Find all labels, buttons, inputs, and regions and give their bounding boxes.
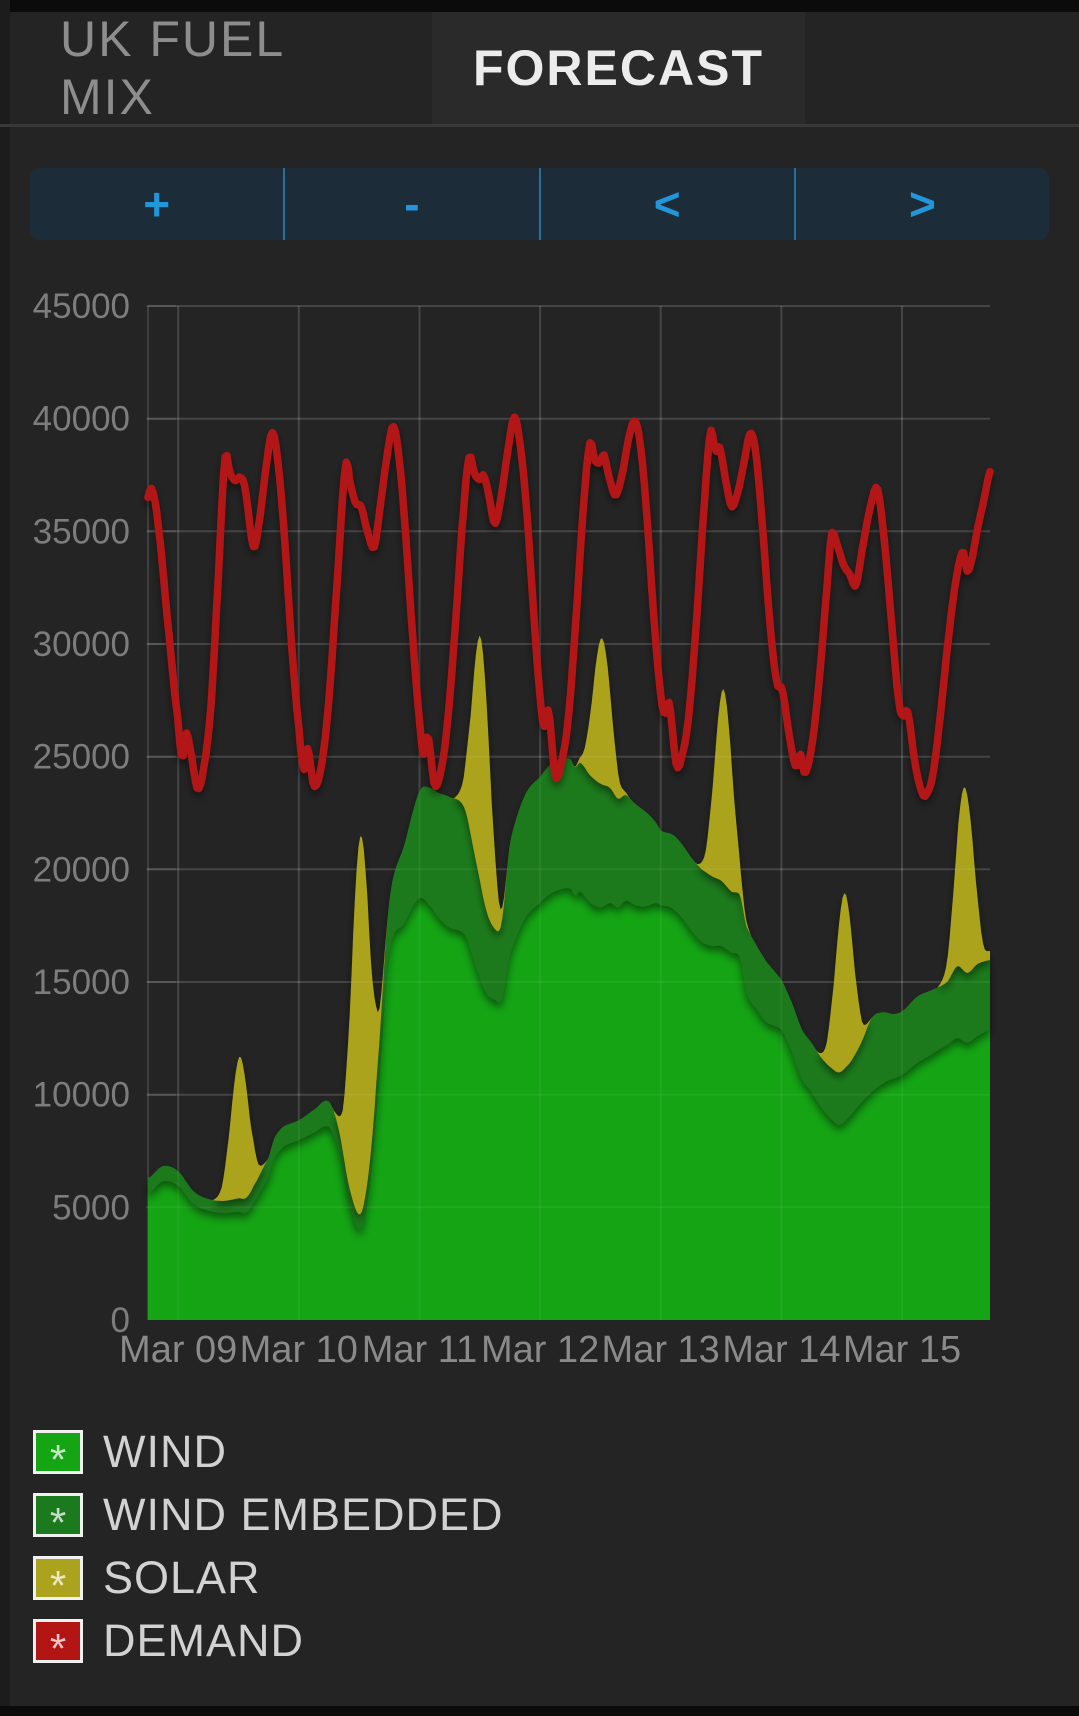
svg-text:45000: 45000 — [33, 287, 130, 326]
svg-text:30000: 30000 — [33, 625, 130, 664]
demand-swatch-icon: * — [33, 1619, 83, 1672]
svg-text:5000: 5000 — [52, 1188, 130, 1227]
tabbar-divider — [0, 124, 1079, 127]
svg-text:0: 0 — [111, 1301, 130, 1340]
pan-left-button[interactable]: < — [538, 168, 794, 240]
pan-right-button[interactable]: > — [793, 168, 1049, 240]
svg-text:10000: 10000 — [33, 1076, 130, 1115]
legend-item-demand[interactable]: * DEMAND — [33, 1615, 504, 1672]
svg-text:35000: 35000 — [33, 512, 130, 551]
legend-item-solar[interactable]: * SOLAR — [33, 1552, 504, 1609]
legend-label: SOLAR — [103, 1552, 261, 1603]
svg-text:Mar 11: Mar 11 — [362, 1329, 477, 1371]
svg-text:Mar 14: Mar 14 — [722, 1329, 840, 1371]
top-edge-strip — [0, 0, 1079, 12]
zoom-in-button[interactable]: + — [143, 178, 171, 230]
asterisk-icon: * — [49, 1562, 67, 1609]
svg-text:20000: 20000 — [33, 850, 130, 889]
svg-text:25000: 25000 — [33, 738, 130, 777]
legend-label: WIND — [103, 1426, 227, 1477]
chart-toolbar: + - < > — [30, 168, 1049, 240]
solar-swatch-icon: * — [33, 1556, 83, 1609]
legend-item-wind-embedded[interactable]: * WIND EMBEDDED — [33, 1489, 504, 1546]
chart-legend: * WIND * WIND EMBEDDED * SOLAR * DEMAND — [33, 1426, 504, 1682]
zoom-out-button[interactable]: - — [283, 168, 538, 240]
asterisk-icon: * — [49, 1625, 67, 1672]
tab-uk-fuel-mix[interactable]: UK FUEL MIX — [60, 11, 284, 125]
tab-bar: UK FUEL MIX FORECAST — [10, 11, 1079, 125]
tab-forecast[interactable]: FORECAST — [432, 12, 805, 124]
svg-text:Mar 09: Mar 09 — [119, 1329, 237, 1371]
svg-text:40000: 40000 — [33, 400, 130, 439]
svg-text:Mar 12: Mar 12 — [481, 1329, 599, 1371]
svg-text:Mar 15: Mar 15 — [843, 1329, 961, 1371]
wind-embedded-swatch-icon: * — [33, 1493, 83, 1546]
asterisk-icon: * — [49, 1436, 67, 1483]
svg-text:15000: 15000 — [33, 963, 130, 1002]
legend-label: WIND EMBEDDED — [103, 1489, 504, 1540]
legend-item-wind[interactable]: * WIND — [33, 1426, 504, 1483]
svg-text:Mar 10: Mar 10 — [240, 1329, 358, 1371]
wind-swatch-icon: * — [33, 1430, 83, 1483]
asterisk-icon: * — [49, 1499, 67, 1546]
svg-text:Mar 13: Mar 13 — [602, 1329, 720, 1371]
bottom-edge-strip — [0, 1706, 1079, 1716]
legend-label: DEMAND — [103, 1615, 305, 1666]
left-edge-strip — [0, 0, 10, 1716]
